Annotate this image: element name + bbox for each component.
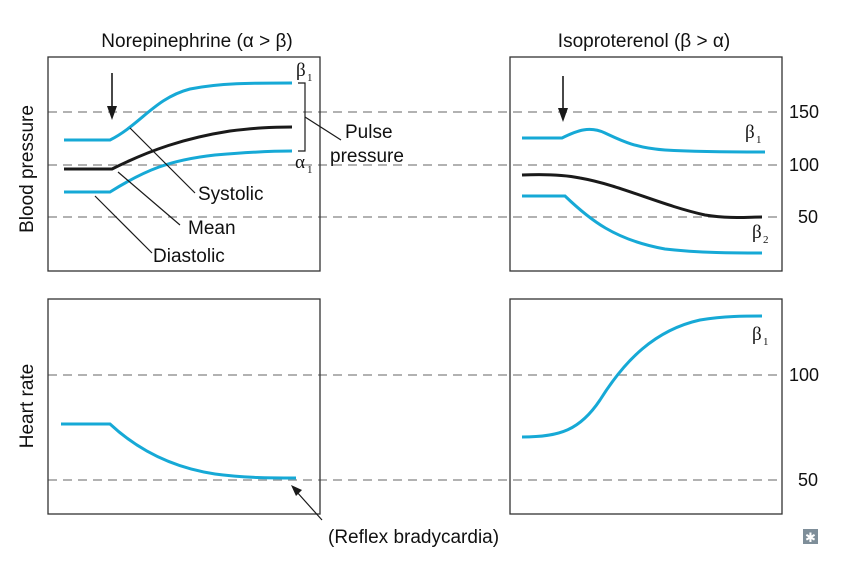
ne-beta1-label: β 1: [296, 60, 313, 84]
pulse-pressure-label-1: Pulse: [345, 122, 393, 143]
ne-diastolic-curve: [64, 149, 293, 194]
ne-alpha1-label: α 1: [295, 152, 313, 176]
svg-text:α: α: [295, 152, 305, 173]
hr-gridlines: [48, 374, 782, 481]
systolic-leader: [129, 127, 196, 194]
iso-heart-rate-curve: [521, 314, 763, 439]
svg-text:β: β: [752, 222, 762, 243]
heart-rate-axis-label: Heart rate: [17, 364, 38, 448]
svg-text:1: 1: [307, 72, 313, 84]
svg-text:1: 1: [763, 336, 769, 348]
iso-systolic-curve: [522, 127, 766, 154]
svg-text:β: β: [752, 324, 762, 345]
iso-mean-curve: [521, 173, 763, 219]
bp-tick-150: 150: [789, 102, 819, 122]
drug-injection-arrow-ne: [107, 73, 117, 120]
isoproterenol-title: Isoproterenol (β > α): [558, 31, 730, 52]
systolic-label: Systolic: [198, 184, 263, 205]
svg-text:β: β: [296, 60, 306, 81]
drug-injection-arrow-iso: [558, 76, 568, 122]
mean-label: Mean: [188, 218, 236, 239]
panel-frame-iso-hr: [509, 298, 783, 515]
bp-tick-50: 50: [798, 207, 818, 227]
pulse-pressure-pointer: [304, 116, 342, 141]
norepinephrine-title: Norepinephrine (α > β): [101, 31, 292, 52]
blood-pressure-axis-label: Blood pressure: [17, 105, 38, 233]
iso-diastolic-curve: [522, 194, 763, 255]
bp-gridlines: [48, 111, 782, 218]
svg-text:1: 1: [756, 134, 762, 146]
mean-leader: [117, 171, 181, 226]
ne-heart-rate-curve: [61, 422, 297, 480]
reflex-bradycardia-label: (Reflex bradycardia): [328, 527, 499, 548]
iso-beta2-label: β 2: [752, 222, 769, 246]
svg-text:1: 1: [307, 164, 313, 176]
iso-beta1-label: β 1: [745, 122, 762, 146]
bp-tick-100: 100: [789, 155, 819, 175]
pulse-pressure-bracket: [298, 82, 306, 152]
diastolic-label: Diastolic: [153, 246, 225, 267]
ne-systolic-curve: [64, 81, 293, 142]
panel-frame-iso-bp: [509, 56, 783, 272]
panel-frame-ne-bp: [47, 56, 321, 272]
pulse-pressure-label-2: pressure: [330, 146, 404, 167]
hr-tick-100: 100: [789, 365, 819, 385]
ne-mean-curve: [64, 125, 293, 171]
diastolic-leader: [94, 195, 153, 254]
svg-text:β: β: [745, 122, 755, 143]
hr-tick-50: 50: [798, 470, 818, 490]
asterisk-box-icon[interactable]: ✱: [803, 529, 818, 546]
reflex-bradycardia-arrow: [291, 485, 323, 521]
panel-frame-ne-hr: [47, 298, 321, 515]
iso-hr-beta1-label: β 1: [752, 324, 769, 348]
svg-text:2: 2: [763, 234, 769, 246]
svg-text:✱: ✱: [805, 531, 816, 546]
